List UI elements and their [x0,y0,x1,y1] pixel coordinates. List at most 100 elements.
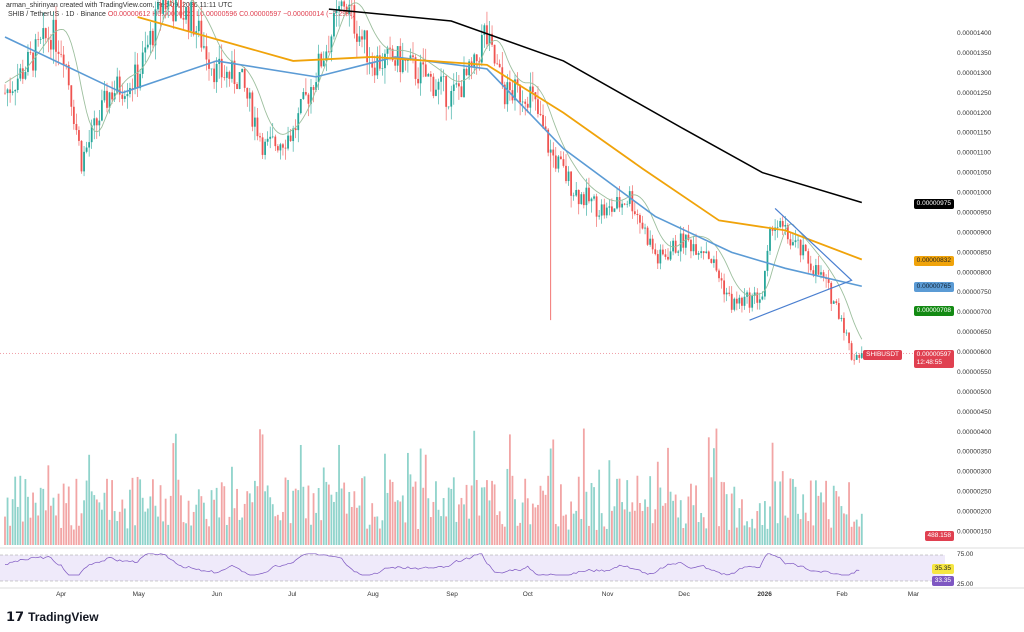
candle-body [792,242,794,246]
candle-body [149,30,152,45]
volume-bar [118,511,121,545]
volume-bar [753,528,756,545]
time-tick: Jul [288,591,297,598]
candle-body [853,359,856,361]
candle-body [282,144,284,148]
candle-body [327,51,330,53]
candle-body [797,239,799,241]
candle-body [570,171,572,196]
candle-body [106,90,108,108]
volume-bar [458,504,460,545]
volume-bar [674,494,677,545]
volume-bar [804,512,807,545]
candle-body [180,0,182,18]
candle-body [807,251,810,264]
candle-body [442,76,445,77]
volume-bar [766,528,769,545]
volume-bar [575,510,578,545]
volume-bar [465,484,468,545]
symbol-title[interactable]: SHIB / TetherUS · 1D · Binance [8,11,106,18]
candle-body [90,125,93,143]
candle-body [429,73,432,77]
candle-body [769,228,771,251]
candle-body [44,28,47,39]
candle-body [682,233,685,248]
credit-text: arman_shirinyan created with TradingView… [6,2,233,9]
candle-body [419,62,422,84]
candle-body [468,61,470,76]
volume-bar [9,525,11,545]
candle-body [695,244,697,255]
price-tick: 0.00000550 [957,369,992,376]
candle-body [781,221,784,227]
volume-bar [802,494,805,545]
volume-bar [320,520,323,545]
candle-body [656,254,659,264]
ohlc-low: L0.00000596 [196,11,238,18]
volume-bar [34,502,37,545]
candle-body [231,60,233,79]
candle-body [618,197,621,208]
candle-body [577,189,580,205]
candle-body [123,96,126,99]
candle-body [435,89,437,96]
volume-bar [412,486,414,545]
candle-body [192,1,195,35]
candle-body [292,128,295,142]
candle-body [305,92,307,95]
candle-body [294,128,297,131]
volume-bar [792,479,794,545]
candle-body [636,213,639,216]
volume-bar [593,487,595,545]
candle-body [514,79,516,101]
volume-bar [764,501,766,545]
candle-body [600,204,603,216]
candle-body [34,39,37,71]
volume-bar [608,460,611,545]
volume-bar [182,522,185,545]
volume-bar [700,512,703,545]
volume-bar [52,497,55,545]
candle-body [412,55,414,58]
price-tick: 0.00000600 [957,349,992,356]
candle-body [486,25,488,45]
volume-bar [524,478,527,545]
price-tick: 0.00000200 [957,509,992,516]
volume-bar [126,528,129,545]
volume-bar [75,478,78,545]
candle-body [506,82,509,105]
volume-bar [715,428,718,545]
time-tick: Aug [367,591,379,598]
volume-bar [152,479,154,545]
candle-body [289,135,292,142]
candle-body [241,68,244,73]
volume-bar [266,485,269,545]
price-tick: 0.00001050 [957,170,992,177]
candle-body [98,120,101,126]
volume-bar [534,507,537,545]
candle-body [197,20,200,32]
volume-bar [544,494,547,545]
candle-body [789,239,792,246]
candle-body [182,17,185,20]
candle-body [605,207,608,216]
volume-bar [437,509,440,545]
candle-body [52,19,55,50]
candle-body [509,82,511,91]
volume-bar [470,485,473,545]
volume-bar [623,509,626,545]
candle-body [350,4,353,6]
price-tick: 0.00000950 [957,209,992,216]
candle-body [684,234,687,248]
candle-body [621,203,623,208]
volume-bar [611,510,613,545]
candle-body [95,118,98,126]
candle-body [55,19,57,52]
volume-bar [299,444,302,545]
candle-body [103,90,106,101]
candle-body [843,317,845,333]
candle-body [223,77,226,78]
volume-bar [376,516,379,545]
volume-bar [577,476,580,545]
